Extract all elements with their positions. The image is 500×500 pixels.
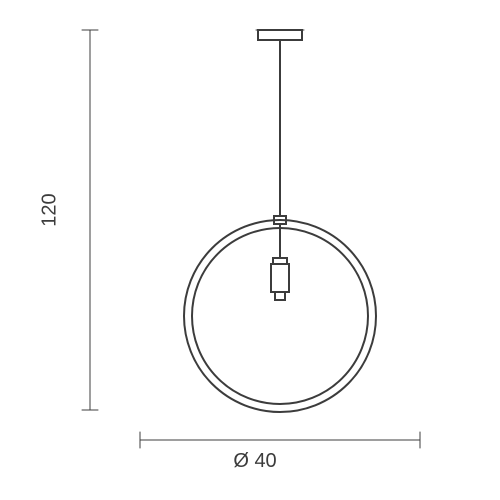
dimension-width-label: Ø 40 [233,450,276,473]
technical-drawing: 120 Ø 40 [0,0,500,500]
lamp-schematic-svg [0,0,500,500]
diameter-symbol: Ø [233,450,254,472]
dimension-height-label: 120 [39,193,62,226]
dimension-width-value: 40 [254,450,276,472]
